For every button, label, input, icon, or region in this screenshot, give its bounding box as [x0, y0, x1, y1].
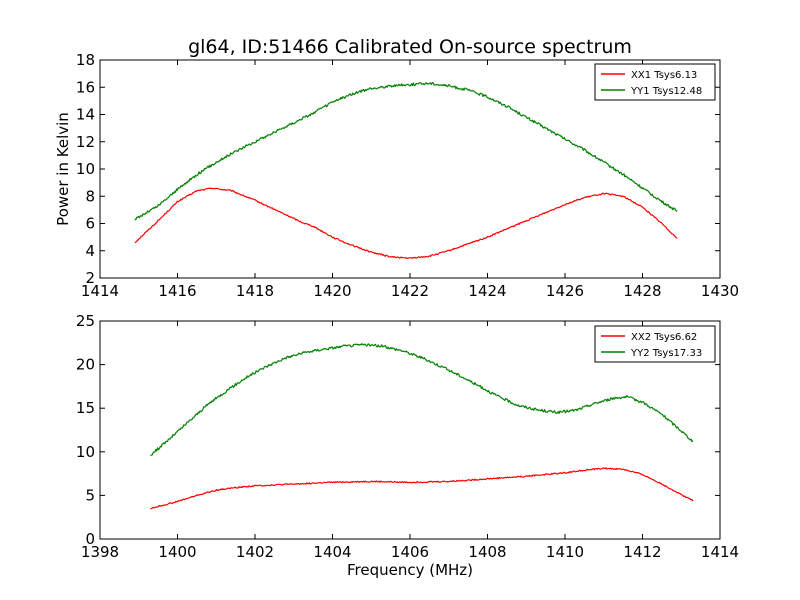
x-tick-label: 1430	[701, 282, 739, 300]
legend: XX1 Tsys6.13 YY1 Tsys12.48	[594, 63, 716, 101]
x-axis-label: Frequency (MHz)	[347, 561, 473, 579]
x-tick-label: 1404	[313, 543, 351, 561]
x-tick-label: 1416	[158, 282, 196, 300]
y-tick-label: 0	[85, 530, 95, 548]
legend-label: YY1 Tsys12.48	[630, 86, 702, 97]
series-line-2-2	[150, 343, 694, 456]
x-tick-label: 1424	[468, 282, 506, 300]
series-line-2-1	[150, 467, 694, 510]
y-tick-label: 6	[85, 215, 95, 233]
legend-label: XX2 Tsys6.62	[631, 332, 697, 343]
legend-box	[594, 63, 716, 101]
x-tick-label: 1418	[236, 282, 274, 300]
series-line-1-1	[134, 187, 678, 260]
x-tick-label: 1414	[81, 282, 119, 300]
x-tick-label: 1398	[81, 543, 119, 561]
y-tick-label: 18	[76, 51, 95, 69]
chart-title: gl64, ID:51466 Calibrated On-source spec…	[188, 36, 632, 58]
y-tick-label: 10	[76, 160, 95, 178]
x-tick-label: 1408	[468, 543, 506, 561]
x-tick-label: 1422	[391, 282, 429, 300]
y-tick-label: 2	[85, 269, 95, 287]
x-tick-label: 1410	[546, 543, 584, 561]
y-tick-label: 25	[76, 312, 95, 330]
legend-box	[594, 325, 716, 363]
y-tick-label: 8	[85, 187, 95, 205]
legend-label: XX1 Tsys6.13	[631, 70, 697, 81]
chart-panel-1: gl64, ID:51466 Calibrated On-source spec…	[54, 36, 739, 300]
x-tick-label: 1400	[158, 543, 196, 561]
chart-panel-2: 1398 1400 1402 1404 1406 1408 1410 1412 1414 0 5 10…	[76, 312, 739, 579]
x-tick-label: 1428	[623, 282, 661, 300]
y-tick-label: 5	[85, 486, 95, 504]
y-tick-label: 16	[76, 78, 95, 96]
x-tick-label: 1412	[623, 543, 661, 561]
y-tick-label: 20	[76, 356, 95, 374]
legend: XX2 Tsys6.62 YY2 Tsys17.33	[594, 325, 716, 363]
y-tick-label: 12	[76, 133, 95, 151]
y-tick-label: 4	[85, 242, 95, 260]
y-tick-label: 15	[76, 399, 95, 417]
x-tick-label: 1406	[391, 543, 429, 561]
x-tick-label: 1414	[701, 543, 739, 561]
series-line-1-2	[134, 81, 678, 221]
y-axis-label: Power in Kelvin	[54, 112, 72, 226]
y-tick-label: 14	[76, 106, 95, 124]
y-tick-label: 10	[76, 443, 95, 461]
x-tick-label: 1402	[236, 543, 274, 561]
legend-label: YY2 Tsys17.33	[630, 348, 702, 359]
x-tick-label: 1426	[546, 282, 584, 300]
x-tick-label: 1420	[313, 282, 351, 300]
